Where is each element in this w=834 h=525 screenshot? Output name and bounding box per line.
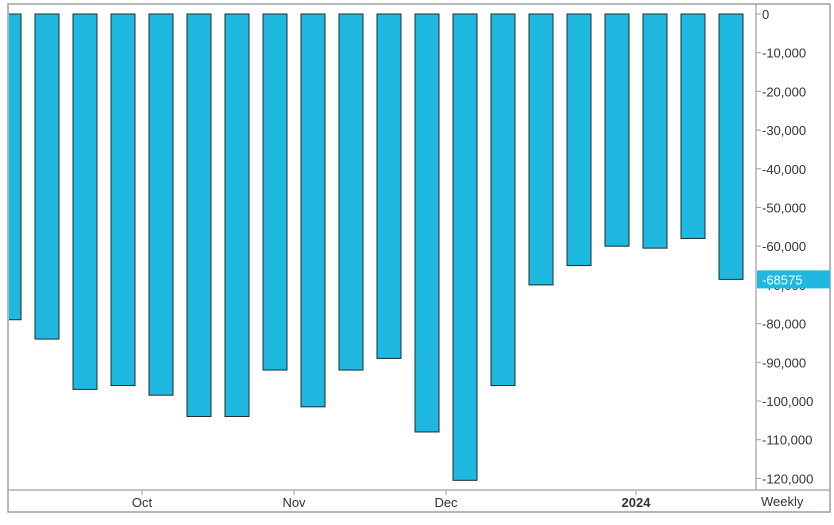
last-value-label: -68575	[762, 272, 802, 287]
bar-2	[34, 13, 60, 340]
bar-11	[376, 13, 402, 359]
x-tick-label: Nov	[282, 495, 306, 510]
x-tick-label: 2024	[622, 495, 652, 510]
y-tick-label: 0	[762, 7, 769, 22]
x-tick-label: Oct	[132, 495, 153, 510]
last-value-marker: -68575	[757, 270, 830, 289]
frequency-label: Weekly	[761, 494, 804, 509]
bar-7	[224, 13, 250, 417]
bar-10	[338, 13, 364, 371]
bar-12	[414, 13, 440, 433]
bar-13	[452, 13, 478, 481]
bar-4	[110, 13, 136, 387]
bar-5	[148, 13, 174, 396]
bar-8	[262, 13, 288, 371]
y-tick-label: -110,000	[762, 433, 812, 448]
bar-15	[528, 13, 554, 286]
y-tick-label: -120,000	[762, 471, 813, 486]
last-value-box	[757, 270, 830, 289]
bar-3	[72, 13, 98, 390]
bar-20	[718, 13, 744, 280]
y-tick-label: -90,000	[762, 355, 806, 370]
y-tick-label: -50,000	[762, 201, 806, 216]
y-tick-label: -30,000	[762, 123, 806, 138]
bar-14	[490, 13, 516, 387]
y-tick-label: -100,000	[762, 394, 813, 409]
bar-19	[680, 13, 706, 239]
bars-layer	[9, 13, 744, 481]
bar-9	[300, 13, 326, 408]
y-tick-label: -20,000	[762, 84, 806, 99]
x-tick-label: Dec	[434, 495, 458, 510]
y-tick-label: -10,000	[762, 46, 806, 61]
y-tick-label: -60,000	[762, 239, 806, 254]
x-axis-ticks: Oct Nov Dec 2024	[132, 490, 651, 510]
bar-16	[566, 13, 592, 267]
bar-6	[186, 13, 212, 417]
bar-18	[642, 13, 668, 249]
y-tick-label: -40,000	[762, 162, 806, 177]
bar-17	[604, 13, 630, 247]
y-tick-label: -80,000	[762, 317, 806, 332]
bar-1	[9, 13, 22, 321]
